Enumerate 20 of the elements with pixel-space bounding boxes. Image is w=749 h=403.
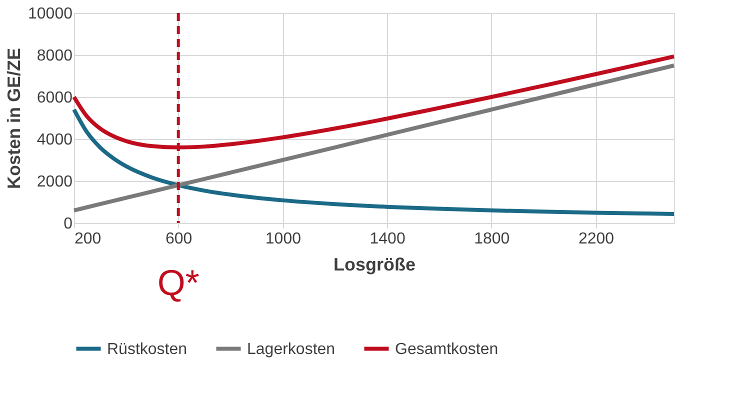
y-axis-title: Kosten in GE/ZE — [4, 48, 24, 190]
y-tick-label: 2000 — [36, 174, 73, 190]
y-tick-label: 4000 — [36, 132, 73, 148]
legend-label: Lagerkosten — [247, 340, 336, 358]
x-axis-title: Losgröße — [333, 254, 416, 274]
x-tick-label: 200 — [74, 230, 102, 248]
x-tick-label: 1400 — [370, 230, 406, 248]
line-series — [72, 108, 676, 216]
legend-label: Rüstkosten — [107, 340, 188, 358]
x-tick-label: 2200 — [578, 230, 614, 248]
x-tick-label: 1000 — [265, 230, 302, 248]
y-tick-label: 10000 — [28, 6, 73, 22]
y-tick-label: 8000 — [36, 48, 73, 64]
line-series — [72, 64, 676, 212]
x-tick-label: 1800 — [474, 230, 510, 248]
y-tick-label: 0 — [64, 216, 73, 232]
ref-line-label: Q* — [157, 262, 200, 303]
y-tick-label: 6000 — [36, 90, 73, 106]
legend-label: Gesamtkosten — [395, 340, 498, 358]
x-tick-label: 600 — [165, 230, 192, 248]
